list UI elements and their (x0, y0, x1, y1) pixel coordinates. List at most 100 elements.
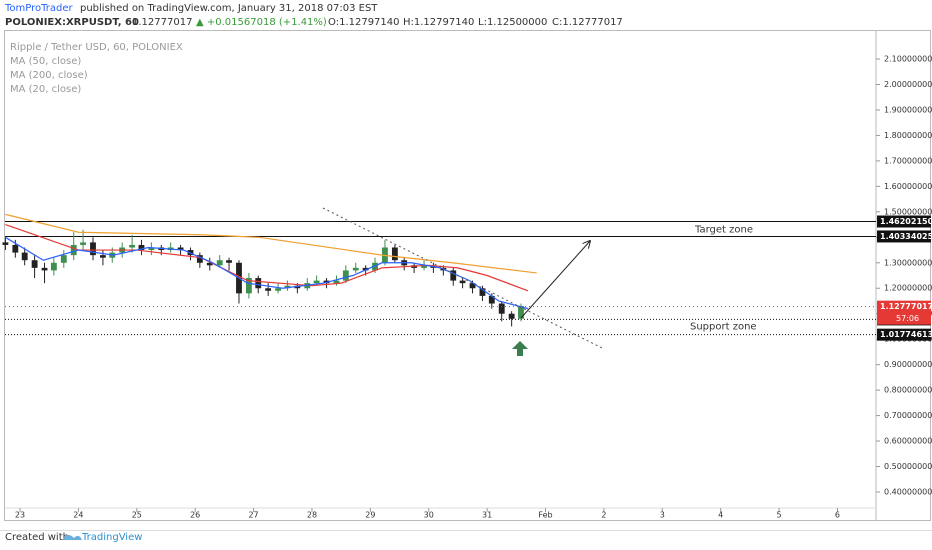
published: published on TradingView.com, January 31… (80, 3, 378, 14)
candle-body (2, 242, 9, 245)
ohlc-o: O:1.12797140 (328, 17, 400, 28)
plot (2, 213, 876, 336)
x-tick-label: 26 (190, 511, 200, 520)
candle-body (206, 262, 213, 266)
y-tick-label: 0.80000000 (884, 386, 932, 395)
candle-body (372, 262, 378, 271)
x-tick-label: 23 (15, 511, 25, 520)
legend-entry: MA (200, close) (10, 70, 88, 81)
level-label-box (877, 230, 931, 243)
level-label-box (877, 328, 931, 341)
candle-body (129, 244, 136, 248)
up-arrow-icon (512, 341, 528, 356)
candle-body (60, 255, 67, 263)
candle-body (196, 255, 203, 263)
candle-body (100, 255, 106, 258)
tv-logo (62, 534, 82, 540)
candle-body (31, 260, 38, 268)
candle-body (245, 278, 252, 294)
annotation: Target zone (694, 225, 753, 236)
x-tick-label: 2 (601, 511, 606, 520)
ma-line (5, 213, 537, 274)
candle-body (333, 280, 340, 284)
change: ▲ +0.01567018 (+1.41%) (196, 17, 327, 28)
annotation: Support zone (690, 321, 757, 332)
ohlc-l: L:1.12500000 (478, 17, 547, 28)
last: 1.12777017 (132, 17, 192, 28)
chart-frame (4, 30, 931, 521)
chart-title: Ripple / Tether USD, 60, POLONIEX (10, 42, 183, 53)
candle-body (50, 262, 57, 271)
candle-body (488, 295, 495, 304)
candle-body (216, 260, 223, 266)
x-tick-label: 24 (73, 511, 83, 520)
symbol: POLONIEX:XRPUSDT, 60 (5, 17, 139, 28)
candle-body (391, 247, 398, 261)
candle-body (362, 267, 369, 271)
x-tick-label: 28 (307, 511, 317, 520)
x-tick-label: 30 (424, 511, 434, 520)
candle-body (80, 242, 86, 245)
y-tick-label: 1.90000000 (884, 105, 932, 114)
ohlc-c: C:1.12777017 (552, 17, 623, 28)
candle-body (265, 288, 272, 291)
level-label: 1.40334025 (880, 232, 932, 241)
legend-entry: MA (20, close) (10, 84, 81, 95)
candle-body (352, 267, 359, 271)
candle-body (148, 247, 155, 251)
x-tick-label: 4 (718, 511, 723, 520)
trend-line (322, 207, 603, 349)
candle-body (342, 270, 349, 281)
y-tick-label: 1.80000000 (884, 131, 932, 140)
candle-body (498, 303, 505, 314)
x-tick-label: Feb (538, 511, 552, 520)
y-tick-label: 2.10000000 (884, 55, 932, 64)
ma-line (5, 224, 529, 292)
x-tick-label: 5 (777, 511, 782, 520)
x-tick-label: 6 (835, 511, 840, 520)
y-tick-label: 1.50000000 (884, 207, 932, 216)
y-tick-label: 0.60000000 (884, 437, 932, 446)
candle-body (518, 306, 524, 319)
y-tick-label: 2.00000000 (884, 80, 932, 89)
price-label: 1.12777017 (880, 302, 932, 311)
price-countdown: 57:06 (896, 314, 919, 323)
candle-body (313, 280, 320, 284)
level-label: 1.46202150 (880, 217, 932, 226)
candle-body (421, 265, 427, 268)
candle-body (275, 288, 282, 291)
y-tick-label: 0.40000000 (884, 487, 932, 496)
candle-body (479, 288, 486, 296)
y-tick-label: 1.60000000 (884, 182, 932, 191)
candle-body (284, 285, 291, 289)
candle-body (138, 244, 145, 251)
candle-body (255, 278, 262, 289)
author[interactable]: TomProTrader (4, 3, 74, 14)
candle-body (177, 247, 184, 251)
candle-body (41, 267, 48, 271)
y-tick-label: 0.50000000 (884, 462, 932, 471)
candle-body (508, 313, 515, 319)
y-tick-label: 1.30000000 (884, 258, 932, 267)
candle-body (226, 260, 232, 263)
price-box (877, 300, 931, 325)
footer-created: Created with (5, 532, 69, 543)
y-tick-label: 1.20000000 (884, 284, 932, 293)
candle-body (70, 244, 77, 256)
x-tick-label: 31 (482, 511, 492, 520)
level-label-box (877, 215, 931, 228)
y-tick-label: 0.90000000 (884, 360, 932, 369)
candle-body (459, 280, 466, 284)
ma-line (5, 236, 529, 310)
candle-body (450, 270, 457, 281)
y-tick-label: 0.70000000 (884, 411, 932, 420)
footer-brand[interactable]: TradingView (81, 532, 142, 543)
ohlc-h: H:1.12797140 (403, 17, 474, 28)
candle-body (12, 244, 19, 253)
x-tick-label: 29 (365, 511, 375, 520)
x-tick-label: 25 (132, 511, 142, 520)
projection-arrow (520, 241, 590, 319)
candle-body (90, 242, 96, 256)
y-tick-label: 1.70000000 (884, 156, 932, 165)
